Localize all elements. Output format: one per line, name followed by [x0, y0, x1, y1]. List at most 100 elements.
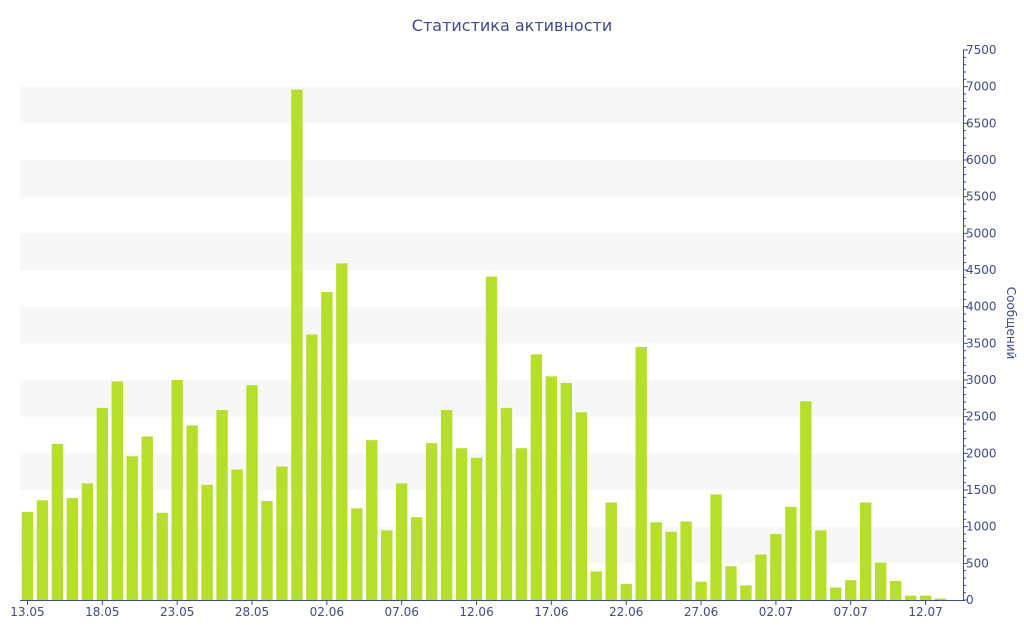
bar: [785, 506, 797, 600]
bar: [650, 522, 662, 600]
bar: [126, 456, 138, 600]
bar: [216, 410, 228, 600]
y-tick-label: 2500: [966, 410, 997, 424]
bar: [575, 412, 587, 600]
bar: [276, 466, 288, 600]
bar: [171, 380, 183, 600]
y-tick-label: 6500: [966, 116, 997, 130]
bar: [141, 436, 153, 600]
bar: [874, 562, 887, 600]
bar: [919, 595, 932, 600]
y-tick-label: 500: [966, 556, 989, 570]
bar: [425, 443, 438, 600]
bar: [904, 595, 917, 600]
bar: [635, 347, 647, 600]
bar: [246, 385, 258, 600]
bar: [351, 508, 363, 600]
bar: [366, 440, 378, 600]
bar: [81, 483, 94, 600]
x-ticks: 13.05 18.05 23.05 28.05 02.06 07.06 12.06 17.06…: [10, 600, 943, 619]
bar: [66, 498, 79, 600]
bar: [186, 425, 198, 600]
bar: [470, 457, 483, 600]
bar: [410, 517, 423, 600]
bar: [291, 89, 303, 600]
y-tick-label: 6000: [966, 153, 997, 167]
bar: [396, 483, 408, 600]
y-tick-label: 3000: [966, 373, 997, 387]
bar: [770, 534, 782, 600]
bar: [934, 598, 947, 600]
bar: [845, 580, 857, 600]
bar: [860, 502, 872, 600]
y-tick-label: 7000: [966, 80, 997, 94]
bar: [51, 443, 64, 600]
bar: [590, 571, 602, 600]
y-tick-label: 0: [966, 593, 974, 607]
bar: [381, 530, 393, 600]
bar: [545, 376, 558, 600]
bar: [725, 566, 737, 600]
x-tick-label: 07.07: [834, 605, 868, 619]
bar: [680, 521, 692, 600]
bar: [889, 580, 902, 600]
bar: [605, 502, 617, 600]
x-tick-label: 02.06: [310, 605, 344, 619]
bar: [710, 494, 722, 600]
x-tick-label: 07.06: [385, 605, 419, 619]
bar: [515, 448, 528, 600]
bar: [231, 469, 243, 600]
bar: [455, 448, 468, 600]
bar: [620, 583, 632, 600]
bar: [36, 500, 49, 600]
bar: [201, 484, 213, 600]
x-tick-label: 17.06: [534, 605, 568, 619]
x-tick-label: 22.06: [609, 605, 643, 619]
y-tick-label: 5000: [966, 226, 997, 240]
bar: [156, 512, 168, 600]
bar: [740, 585, 752, 600]
bar: [261, 501, 273, 600]
y-tick-label: 4500: [966, 263, 997, 277]
bars: [21, 89, 947, 600]
bar: [695, 581, 707, 600]
y-tick-label: 1500: [966, 483, 997, 497]
y-tick-label: 7500: [966, 43, 997, 57]
bar: [800, 401, 812, 600]
x-tick-label: 27.06: [684, 605, 718, 619]
grid-band: [20, 86, 963, 124]
y-tick-label: 2000: [966, 446, 997, 460]
bar: [755, 554, 767, 600]
y-tick-label: 3500: [966, 336, 997, 350]
bar: [530, 354, 543, 600]
y-tick-label: 1000: [966, 520, 997, 534]
grid-band: [20, 160, 963, 197]
x-tick-label: 12.07: [908, 605, 942, 619]
bar: [830, 587, 842, 600]
bar: [815, 530, 827, 600]
x-tick-label: 18.05: [85, 605, 119, 619]
chart-title: Статистика активности: [412, 16, 612, 35]
bar: [500, 407, 513, 600]
y-tick-label: 5500: [966, 190, 997, 204]
bar: [665, 531, 677, 600]
y-axis-label: Сообщений: [1004, 287, 1018, 360]
bar: [321, 292, 333, 600]
x-tick-label: 23.05: [160, 605, 194, 619]
bar: [111, 381, 123, 600]
x-tick-label: 12.06: [459, 605, 493, 619]
bar: [485, 276, 498, 600]
bar: [560, 382, 573, 600]
bar: [336, 263, 348, 600]
bar: [306, 334, 318, 600]
bar: [21, 512, 34, 600]
x-tick-label: 13.05: [10, 605, 44, 619]
bar: [440, 410, 453, 600]
y-ticks: 0 500 1000 1500 2000 2500 3000 3500 4000 4500 5000…: [963, 43, 997, 607]
grid-band: [20, 233, 963, 270]
x-tick-label: 28.05: [235, 605, 269, 619]
x-tick-label: 02.07: [759, 605, 793, 619]
y-tick-label: 4000: [966, 300, 997, 314]
bar: [96, 407, 109, 600]
